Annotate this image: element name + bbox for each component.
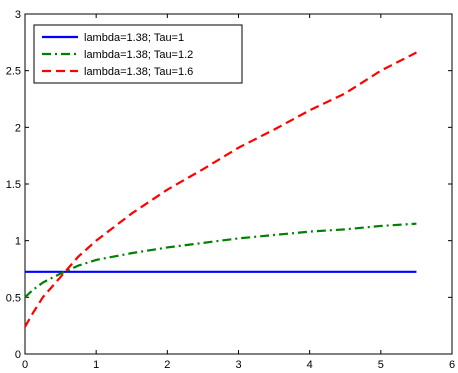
plot-series: [24, 51, 417, 328]
legend-entry-label: lambda=1.38; Tau=1.2: [84, 49, 193, 61]
x-tick-label: 5: [378, 359, 384, 371]
y-tick-label: 3: [15, 9, 21, 21]
x-tick-label: 4: [307, 359, 313, 371]
series-line-3: [24, 51, 417, 328]
y-tick-label: 2.5: [6, 66, 21, 78]
y-tick-label: 2: [15, 122, 21, 134]
legend-entry-label: lambda=1.38; Tau=1: [84, 32, 184, 44]
y-tick-label: 1: [15, 236, 21, 248]
x-tick-label: 1: [93, 359, 99, 371]
y-tick-label: 0: [15, 349, 21, 361]
legend-entry-label: lambda=1.38; Tau=1.6: [84, 66, 193, 78]
x-tick-label: 6: [449, 359, 455, 371]
x-tick-label: 2: [164, 359, 170, 371]
series-line-2: [24, 222, 417, 299]
legend: lambda=1.38; Tau=1 lambda=1.38; Tau=1.2 la…: [33, 24, 243, 84]
y-tick-label: 0.5: [6, 292, 21, 304]
y-tick-label: 1.5: [6, 179, 21, 191]
x-tick-label: 3: [235, 359, 241, 371]
x-tick-label: 0: [22, 359, 28, 371]
